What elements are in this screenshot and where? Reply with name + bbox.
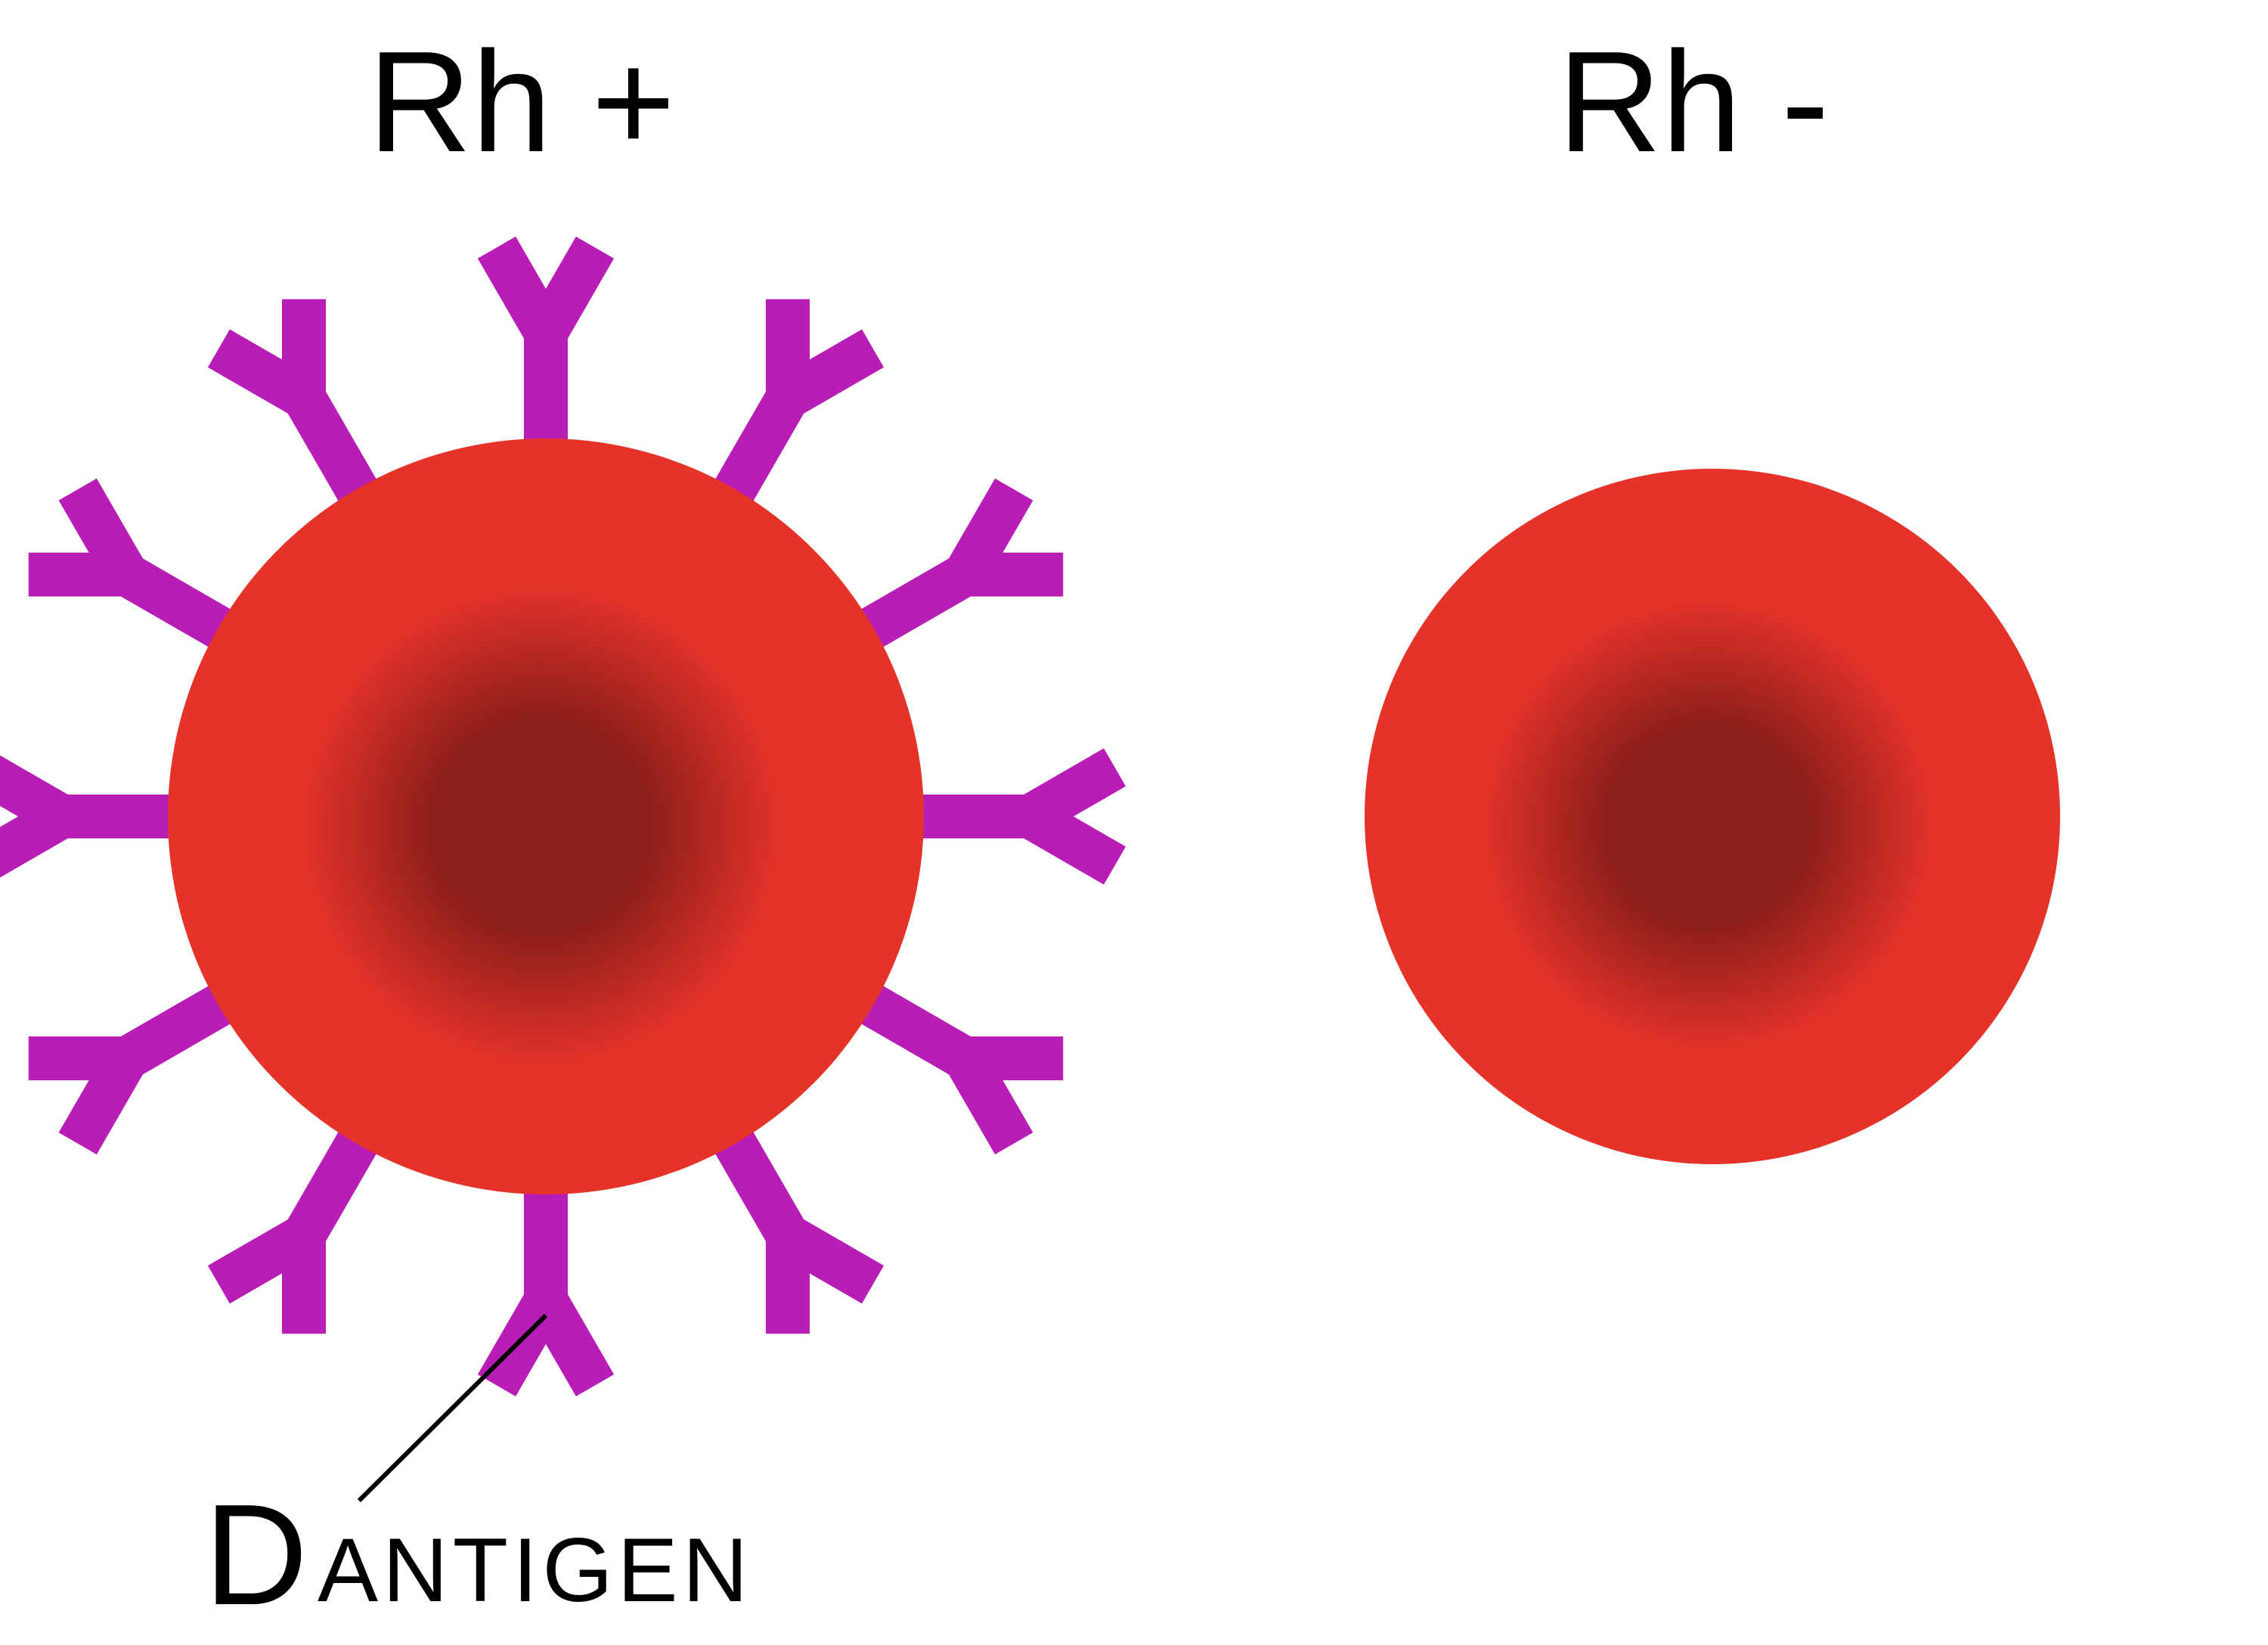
cell-center-right xyxy=(1479,597,1937,1055)
antigen-label-small: ANTIGEN xyxy=(318,1520,752,1621)
antigen-label-big: D xyxy=(204,1475,308,1635)
antigen-arm xyxy=(0,767,62,816)
antigen-arm xyxy=(1030,816,1115,866)
pointer-line xyxy=(359,1315,546,1501)
antigen-arm xyxy=(546,247,595,333)
cell-center-left xyxy=(299,583,785,1069)
title-rh-negative: Rh - xyxy=(1558,22,1830,182)
title-rh-positive: Rh + xyxy=(368,22,676,182)
